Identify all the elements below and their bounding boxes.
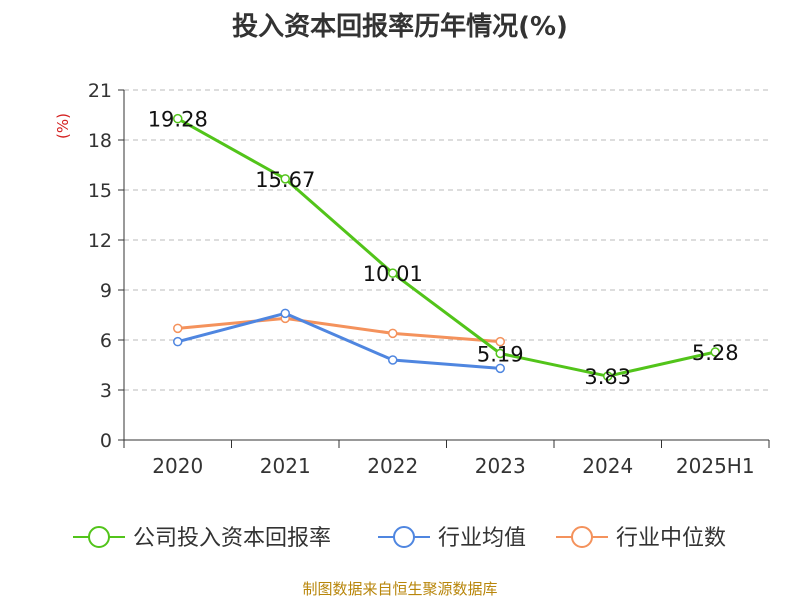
series-point-2 [495, 336, 505, 347]
series-point-0 [280, 174, 290, 184]
legend: 公司投入资本回报率 行业均值 行业中位数 [73, 526, 726, 551]
legend-swatch-marker-2 [571, 526, 593, 548]
series-point-1 [495, 363, 505, 374]
series-point-1 [388, 355, 398, 365]
series-line-2 [177, 316, 501, 344]
data-label: 10.01 [363, 262, 423, 286]
series-point-0 [603, 371, 613, 381]
legend-label-1: 行业均值 [438, 526, 526, 551]
legend-swatch-marker-0 [88, 526, 110, 548]
data-label: 3.83 [584, 365, 631, 389]
legend-swatch-marker-1 [393, 526, 415, 548]
y-tick-label: 6 [100, 330, 112, 352]
y-tick-label: 21 [88, 80, 112, 102]
grid-lines [124, 89, 769, 391]
x-tick-label: 2021 [260, 454, 311, 478]
legend-label-0: 公司投入资本回报率 [133, 526, 331, 551]
y-tick-label: 3 [100, 380, 112, 402]
series-line-1 [177, 311, 501, 370]
axes: 0 3 6 9 12 15 18 21 (%) 2020 2021 2022 2023 2024 2025H… [54, 80, 770, 478]
x-tick-label: 2023 [475, 454, 526, 478]
data-label: 5.19 [477, 343, 524, 367]
y-tick-label: 9 [100, 280, 112, 302]
chart-title: 投入资本回报率历年情况(%) [232, 12, 568, 42]
legend-label-2: 行业中位数 [616, 526, 726, 551]
series-lines [173, 113, 720, 381]
x-tick-label: 2020 [152, 454, 203, 478]
y-tick-label: 18 [88, 130, 112, 152]
series-point-0 [173, 113, 183, 124]
data-label: 19.28 [148, 108, 208, 132]
y-tick-label: 0 [100, 430, 112, 452]
y-axis-label: (%) [54, 113, 72, 139]
source-note: 制图数据来自恒生聚源数据库 [302, 580, 498, 598]
data-labels: 19.28 15.67 10.01 5.19 3.83 5.28 [148, 108, 739, 389]
x-tick-label: 2025H1 [676, 454, 755, 478]
series-point-1 [280, 308, 290, 319]
data-label: 15.67 [255, 168, 315, 192]
x-tick-label: 2024 [582, 454, 633, 478]
series-point-0 [710, 347, 720, 357]
series-point-2 [388, 328, 398, 339]
series-line-0 [177, 117, 716, 378]
y-tick-label: 15 [88, 180, 112, 202]
series-point-0 [388, 268, 398, 278]
x-tick-label: 2022 [367, 454, 418, 478]
data-label: 5.28 [692, 341, 739, 365]
series-point-2 [173, 323, 183, 334]
series-point-0 [495, 348, 505, 359]
series-point-1 [173, 336, 183, 347]
y-tick-label: 12 [88, 230, 112, 252]
